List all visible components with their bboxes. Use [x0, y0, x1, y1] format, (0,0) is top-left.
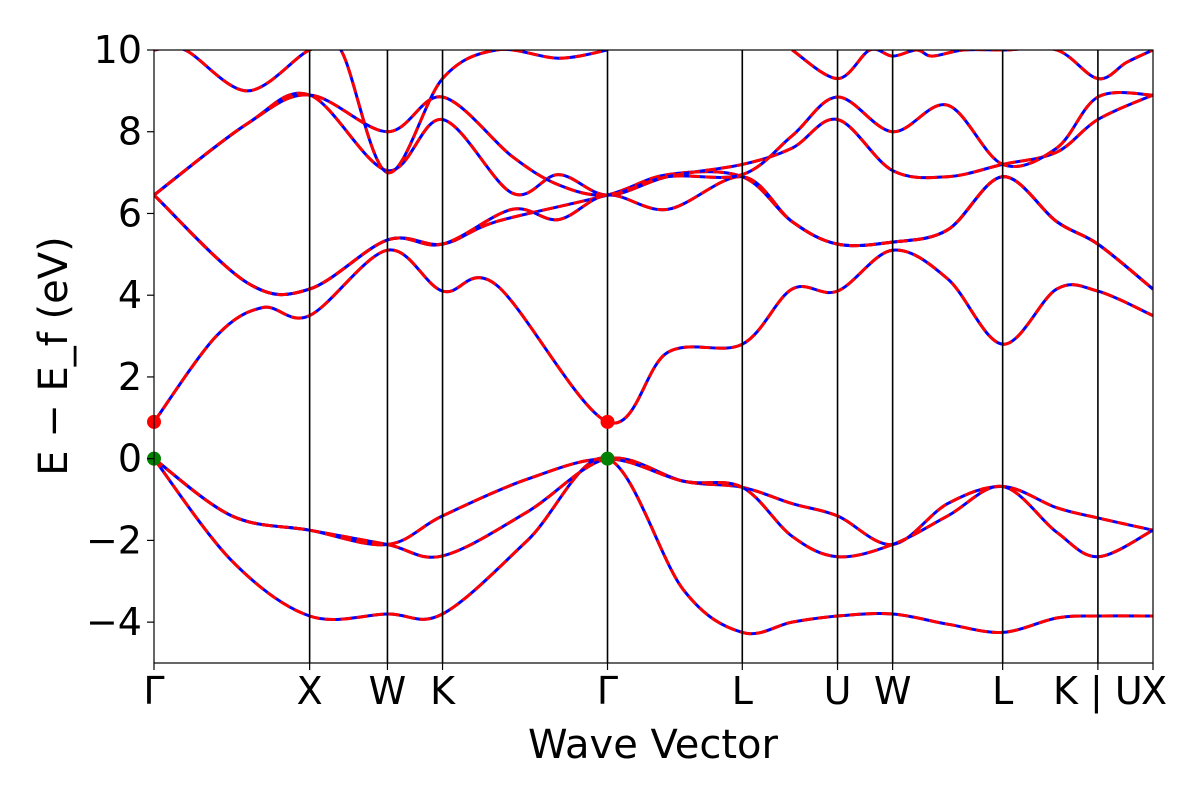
x-tick-label: W — [874, 669, 912, 713]
x-tick-label: K | U — [1053, 669, 1143, 714]
band-9-solid — [154, 50, 608, 175]
x-axis-title: Wave Vector — [528, 722, 779, 768]
high-symmetry-lines — [308, 50, 1099, 663]
y-tick-label: 0 — [118, 437, 142, 481]
x-tick-label: W — [369, 669, 407, 713]
band-edge-marker-4 — [600, 451, 615, 466]
x-tick-label: X — [297, 669, 323, 713]
y-tick-label: 8 — [118, 110, 142, 154]
bands-layer — [154, 50, 1153, 636]
y-tick-label: 6 — [118, 191, 142, 235]
y-tick-label: 2 — [118, 355, 142, 399]
band-10-dashed — [791, 50, 1153, 81]
plot-frame — [153, 49, 1154, 664]
y-axis-ticks: −4 −2 0 2 4 6 8 10 — [86, 28, 154, 644]
y-tick-label: 10 — [94, 28, 142, 72]
y-tick-label: 4 — [118, 273, 142, 317]
x-tick-label: X — [1141, 669, 1167, 713]
y-tick-label: −2 — [86, 518, 142, 562]
band-edge-marker-3 — [600, 414, 615, 429]
y-axis-title: E − E_f (eV) — [31, 236, 77, 475]
x-tick-label: K — [430, 669, 456, 713]
x-tick-label: Γ — [143, 669, 164, 713]
band-edge-markers — [147, 414, 615, 466]
x-tick-label: U — [824, 669, 852, 713]
y-tick-label: −4 — [86, 600, 142, 644]
x-tick-label: Γ — [597, 669, 618, 713]
x-tick-label: L — [992, 669, 1013, 713]
x-tick-label: L — [732, 669, 753, 713]
band-9-dashed — [154, 50, 608, 175]
band-3-dashed — [154, 457, 1153, 559]
